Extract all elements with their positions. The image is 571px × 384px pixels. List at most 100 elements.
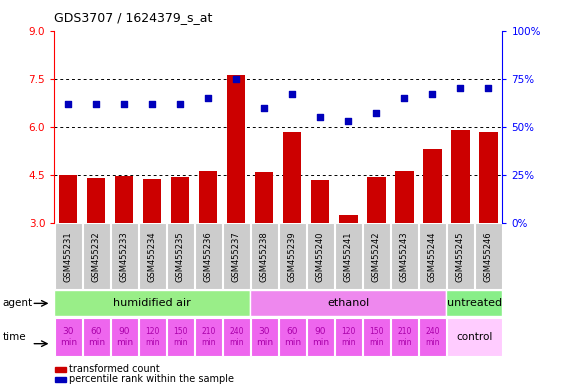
Bar — [419, 318, 446, 356]
Bar — [367, 177, 385, 223]
Point — [120, 101, 129, 107]
Bar — [419, 223, 446, 289]
Bar — [283, 132, 301, 223]
Bar — [83, 223, 110, 289]
Bar — [475, 223, 502, 289]
Bar — [279, 223, 306, 289]
Bar — [54, 290, 250, 316]
Bar — [111, 223, 138, 289]
Bar — [447, 223, 474, 289]
Bar — [195, 318, 222, 356]
Text: 30
min: 30 min — [60, 327, 77, 347]
Text: GSM455239: GSM455239 — [288, 231, 297, 281]
Text: 90
min: 90 min — [116, 327, 133, 347]
Bar — [307, 223, 334, 289]
Point — [260, 104, 269, 111]
Bar — [223, 223, 250, 289]
Text: humidified air: humidified air — [114, 298, 191, 308]
Bar — [167, 318, 194, 356]
Bar — [55, 223, 82, 289]
Text: 60
min: 60 min — [284, 327, 301, 347]
Text: GSM455240: GSM455240 — [316, 231, 325, 281]
Text: time: time — [3, 332, 26, 342]
Text: 60
min: 60 min — [88, 327, 105, 347]
Bar — [279, 318, 306, 356]
Bar — [59, 175, 77, 223]
Text: 120
min: 120 min — [145, 327, 159, 347]
Bar — [143, 179, 162, 223]
Text: 90
min: 90 min — [312, 327, 329, 347]
Point — [456, 85, 465, 91]
Bar — [111, 318, 138, 356]
Point — [316, 114, 325, 120]
Point — [288, 91, 297, 97]
Text: 30
min: 30 min — [256, 327, 273, 347]
Bar — [55, 367, 66, 372]
Text: GSM455237: GSM455237 — [232, 231, 241, 282]
Bar — [391, 223, 418, 289]
Point — [400, 95, 409, 101]
Text: GSM455233: GSM455233 — [120, 231, 129, 282]
Point — [484, 85, 493, 91]
Text: 240
min: 240 min — [229, 327, 244, 347]
Bar — [251, 318, 278, 356]
Bar — [139, 318, 166, 356]
Text: GSM455231: GSM455231 — [64, 231, 73, 281]
Bar — [335, 318, 362, 356]
Bar — [391, 318, 418, 356]
Text: GSM455238: GSM455238 — [260, 231, 269, 282]
Text: 120
min: 120 min — [341, 327, 356, 347]
Bar — [139, 223, 166, 289]
Text: GSM455244: GSM455244 — [428, 231, 437, 281]
Point — [204, 95, 213, 101]
Text: GSM455235: GSM455235 — [176, 231, 185, 281]
Text: transformed count: transformed count — [69, 364, 159, 374]
Text: ethanol: ethanol — [327, 298, 369, 308]
Bar — [447, 290, 502, 316]
Bar — [451, 130, 469, 223]
Text: GSM455241: GSM455241 — [344, 231, 353, 281]
Bar — [167, 223, 194, 289]
Text: GSM455245: GSM455245 — [456, 231, 465, 281]
Text: GSM455234: GSM455234 — [148, 231, 157, 281]
Bar — [363, 223, 390, 289]
Bar — [227, 75, 246, 223]
Text: 240
min: 240 min — [425, 327, 440, 347]
Bar — [199, 171, 218, 223]
Bar — [87, 178, 106, 223]
Bar — [423, 149, 441, 223]
Bar — [395, 171, 413, 223]
Bar — [171, 177, 190, 223]
Bar — [195, 223, 222, 289]
Bar — [447, 318, 502, 356]
Bar — [115, 176, 134, 223]
Bar — [55, 318, 82, 356]
Text: 150
min: 150 min — [369, 327, 384, 347]
Bar — [311, 180, 329, 223]
Bar — [83, 318, 110, 356]
Text: untreated: untreated — [447, 298, 502, 308]
Point — [92, 101, 101, 107]
Bar — [55, 377, 66, 382]
Text: agent: agent — [3, 298, 33, 308]
Text: GSM455232: GSM455232 — [92, 231, 100, 281]
Text: GSM455243: GSM455243 — [400, 231, 409, 281]
Point — [372, 110, 381, 116]
Bar — [307, 318, 334, 356]
Point — [428, 91, 437, 97]
Text: 210
min: 210 min — [201, 327, 216, 347]
Text: percentile rank within the sample: percentile rank within the sample — [69, 374, 234, 384]
Bar — [480, 132, 497, 223]
Text: control: control — [456, 332, 493, 342]
Text: GSM455246: GSM455246 — [484, 231, 493, 281]
Text: 150
min: 150 min — [173, 327, 187, 347]
Text: 210
min: 210 min — [397, 327, 412, 347]
Bar — [335, 223, 362, 289]
Text: GSM455242: GSM455242 — [372, 231, 381, 281]
Bar — [223, 318, 250, 356]
Bar — [363, 318, 390, 356]
Text: GSM455236: GSM455236 — [204, 231, 213, 282]
Bar — [255, 172, 274, 223]
Point — [232, 76, 241, 82]
Text: GDS3707 / 1624379_s_at: GDS3707 / 1624379_s_at — [54, 12, 212, 25]
